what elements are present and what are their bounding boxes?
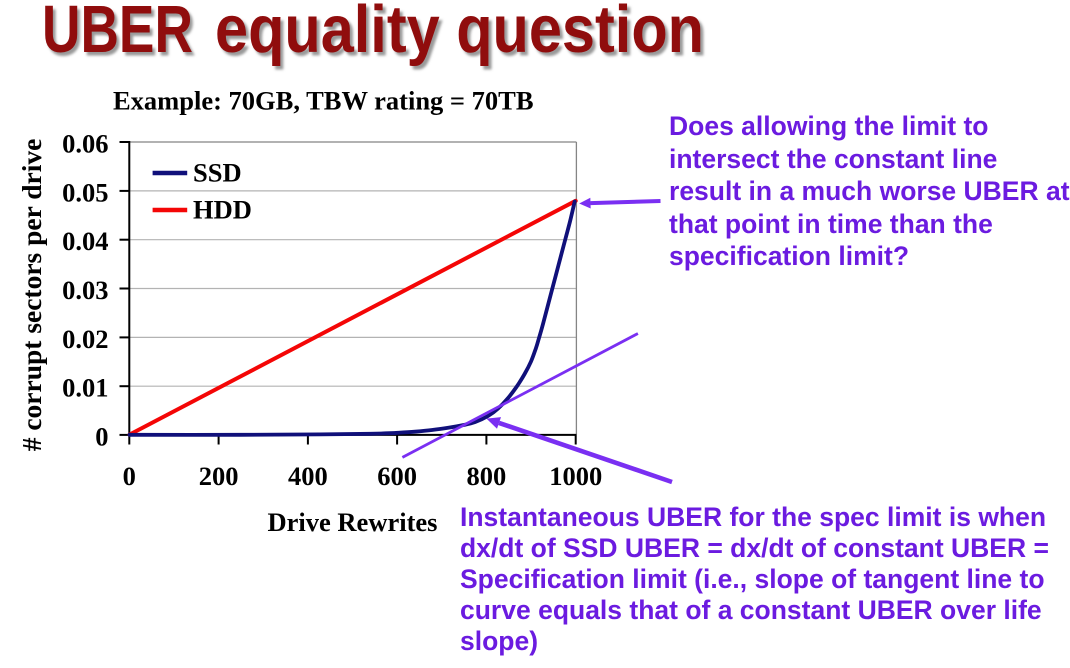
- svg-text:SSD: SSD: [193, 158, 242, 188]
- svg-text:1000: 1000: [549, 461, 602, 491]
- svg-text:0: 0: [95, 421, 108, 451]
- svg-text:0.01: 0.01: [62, 373, 108, 403]
- svg-text:400: 400: [288, 461, 328, 491]
- svg-text:600: 600: [377, 461, 417, 491]
- svg-text:200: 200: [199, 461, 239, 491]
- svg-text:0.03: 0.03: [62, 275, 108, 305]
- svg-text:800: 800: [467, 461, 507, 491]
- svg-text:0.04: 0.04: [62, 226, 108, 256]
- svg-text:Example: 70GB, TBW rating = 70: Example: 70GB, TBW rating = 70TB: [113, 86, 534, 116]
- svg-text:0.06: 0.06: [62, 129, 108, 159]
- svg-text:Drive Rewrites: Drive Rewrites: [268, 507, 438, 537]
- svg-text:0.05: 0.05: [62, 177, 108, 207]
- svg-text:0: 0: [123, 461, 136, 491]
- svg-text:0.02: 0.02: [62, 324, 108, 354]
- svg-text:# corrupt sectors per drive: # corrupt sectors per drive: [16, 139, 47, 452]
- svg-text:HDD: HDD: [193, 195, 252, 225]
